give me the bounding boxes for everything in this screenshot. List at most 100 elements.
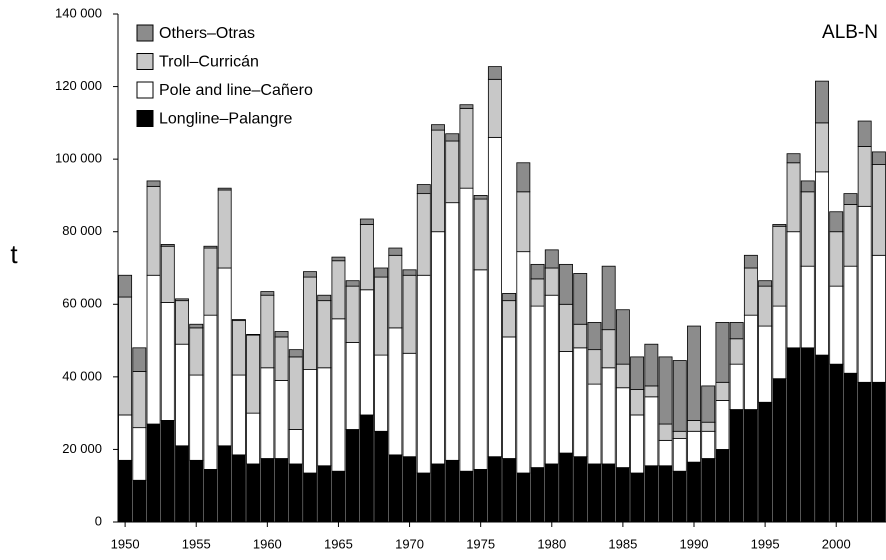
bar-segment bbox=[203, 247, 218, 316]
bar-segment bbox=[672, 470, 687, 523]
bar-segment bbox=[303, 472, 317, 523]
bar-segment bbox=[374, 354, 389, 432]
bar-segment bbox=[857, 381, 872, 523]
bar-segment bbox=[871, 164, 886, 256]
bar-segment bbox=[829, 211, 844, 233]
bar-segment bbox=[160, 244, 175, 247]
bar-segment bbox=[459, 470, 474, 523]
bar-segment bbox=[203, 468, 218, 523]
bar-segment bbox=[345, 285, 360, 343]
bar-segment bbox=[331, 260, 346, 320]
bar-segment bbox=[175, 298, 189, 302]
y-tick-label: 60 000 bbox=[62, 296, 102, 311]
bar-segment bbox=[587, 383, 602, 465]
bar-segment bbox=[189, 327, 204, 376]
bar-segment bbox=[601, 265, 616, 331]
bar-segment bbox=[388, 454, 403, 523]
bar-segment bbox=[416, 184, 431, 195]
bar-segment bbox=[303, 271, 317, 278]
bar-segment bbox=[231, 320, 246, 376]
bar-segment bbox=[843, 265, 858, 374]
bar-segment bbox=[857, 146, 872, 207]
bar-segment bbox=[459, 104, 474, 109]
x-tick-label: 1965 bbox=[324, 536, 353, 551]
bar-segment bbox=[786, 162, 801, 233]
bar-segment bbox=[303, 369, 317, 474]
bar-segment bbox=[260, 458, 275, 523]
bar-segment bbox=[559, 351, 573, 454]
bar-segment bbox=[189, 374, 204, 461]
y-tick-label: 140 000 bbox=[55, 5, 102, 20]
x-tick-label: 1970 bbox=[395, 536, 424, 551]
bar-segment bbox=[743, 314, 758, 410]
bar-segment bbox=[118, 414, 133, 461]
bar-segment bbox=[615, 363, 630, 389]
bar-segment bbox=[459, 107, 474, 189]
bar-segment bbox=[487, 456, 502, 523]
bar-segment bbox=[388, 327, 403, 456]
x-tick-label: 1975 bbox=[466, 536, 495, 551]
bar-segment bbox=[729, 363, 744, 410]
bar-segment bbox=[502, 458, 517, 523]
legend-swatch bbox=[136, 81, 154, 99]
bar-segment bbox=[402, 269, 417, 276]
bar-segment bbox=[587, 349, 602, 385]
bar-segment bbox=[687, 430, 701, 463]
bar-segment bbox=[516, 472, 531, 523]
bar-segment bbox=[487, 66, 502, 80]
bar-segment bbox=[516, 251, 531, 474]
bar-segment bbox=[345, 429, 360, 523]
bar-segment bbox=[473, 195, 488, 200]
bar-segment bbox=[388, 247, 403, 256]
y-tick-label: 0 bbox=[95, 513, 102, 528]
bar-segment bbox=[331, 470, 346, 523]
bar-segment bbox=[445, 140, 460, 204]
bar-segment bbox=[160, 245, 175, 303]
bar-segment bbox=[502, 300, 517, 338]
bar-segment bbox=[800, 347, 815, 523]
bar-segment bbox=[303, 276, 317, 371]
bar-segment bbox=[217, 445, 232, 523]
bar-segment bbox=[146, 423, 161, 523]
legend-swatch bbox=[136, 24, 154, 42]
bar-segment bbox=[516, 191, 531, 253]
bar-segment bbox=[118, 296, 133, 416]
y-tick-label: 40 000 bbox=[62, 368, 102, 383]
bar-segment bbox=[544, 463, 559, 523]
bar-segment bbox=[132, 427, 147, 481]
bar-segment bbox=[203, 314, 218, 470]
bar-segment bbox=[175, 300, 189, 345]
bar-segment bbox=[815, 354, 829, 523]
bar-segment bbox=[615, 467, 630, 523]
bar-segment bbox=[587, 322, 602, 351]
legend-label: Others–Otras bbox=[159, 25, 255, 42]
bar-segment bbox=[473, 468, 488, 523]
bar-segment bbox=[388, 254, 403, 329]
bar-segment bbox=[772, 305, 787, 380]
y-tick-label: 100 000 bbox=[55, 151, 102, 166]
bar-segment bbox=[630, 472, 645, 523]
bar-segment bbox=[743, 267, 758, 316]
x-tick-label: 1990 bbox=[680, 536, 709, 551]
bar-segment bbox=[687, 325, 701, 421]
bar-segment bbox=[729, 409, 744, 523]
y-tick-label: 80 000 bbox=[62, 223, 102, 238]
bar-segment bbox=[288, 463, 303, 523]
bar-segment bbox=[772, 378, 787, 523]
bar-segment bbox=[715, 322, 730, 383]
bar-segment bbox=[687, 461, 701, 523]
bar-segment bbox=[217, 187, 232, 191]
bar-segment bbox=[786, 347, 801, 523]
legend-label: Pole and line–Cañero bbox=[159, 82, 313, 99]
bar-segment bbox=[687, 419, 701, 432]
bar-segment bbox=[715, 449, 730, 523]
bar-segment bbox=[146, 274, 161, 425]
bar-segment bbox=[573, 347, 588, 458]
bar-segment bbox=[118, 459, 133, 523]
bar-segment bbox=[274, 458, 289, 523]
bar-segment bbox=[615, 309, 630, 365]
bar-segment bbox=[815, 80, 829, 124]
bar-segment bbox=[260, 367, 275, 459]
bar-segment bbox=[601, 367, 616, 465]
bar-segment bbox=[402, 274, 417, 354]
